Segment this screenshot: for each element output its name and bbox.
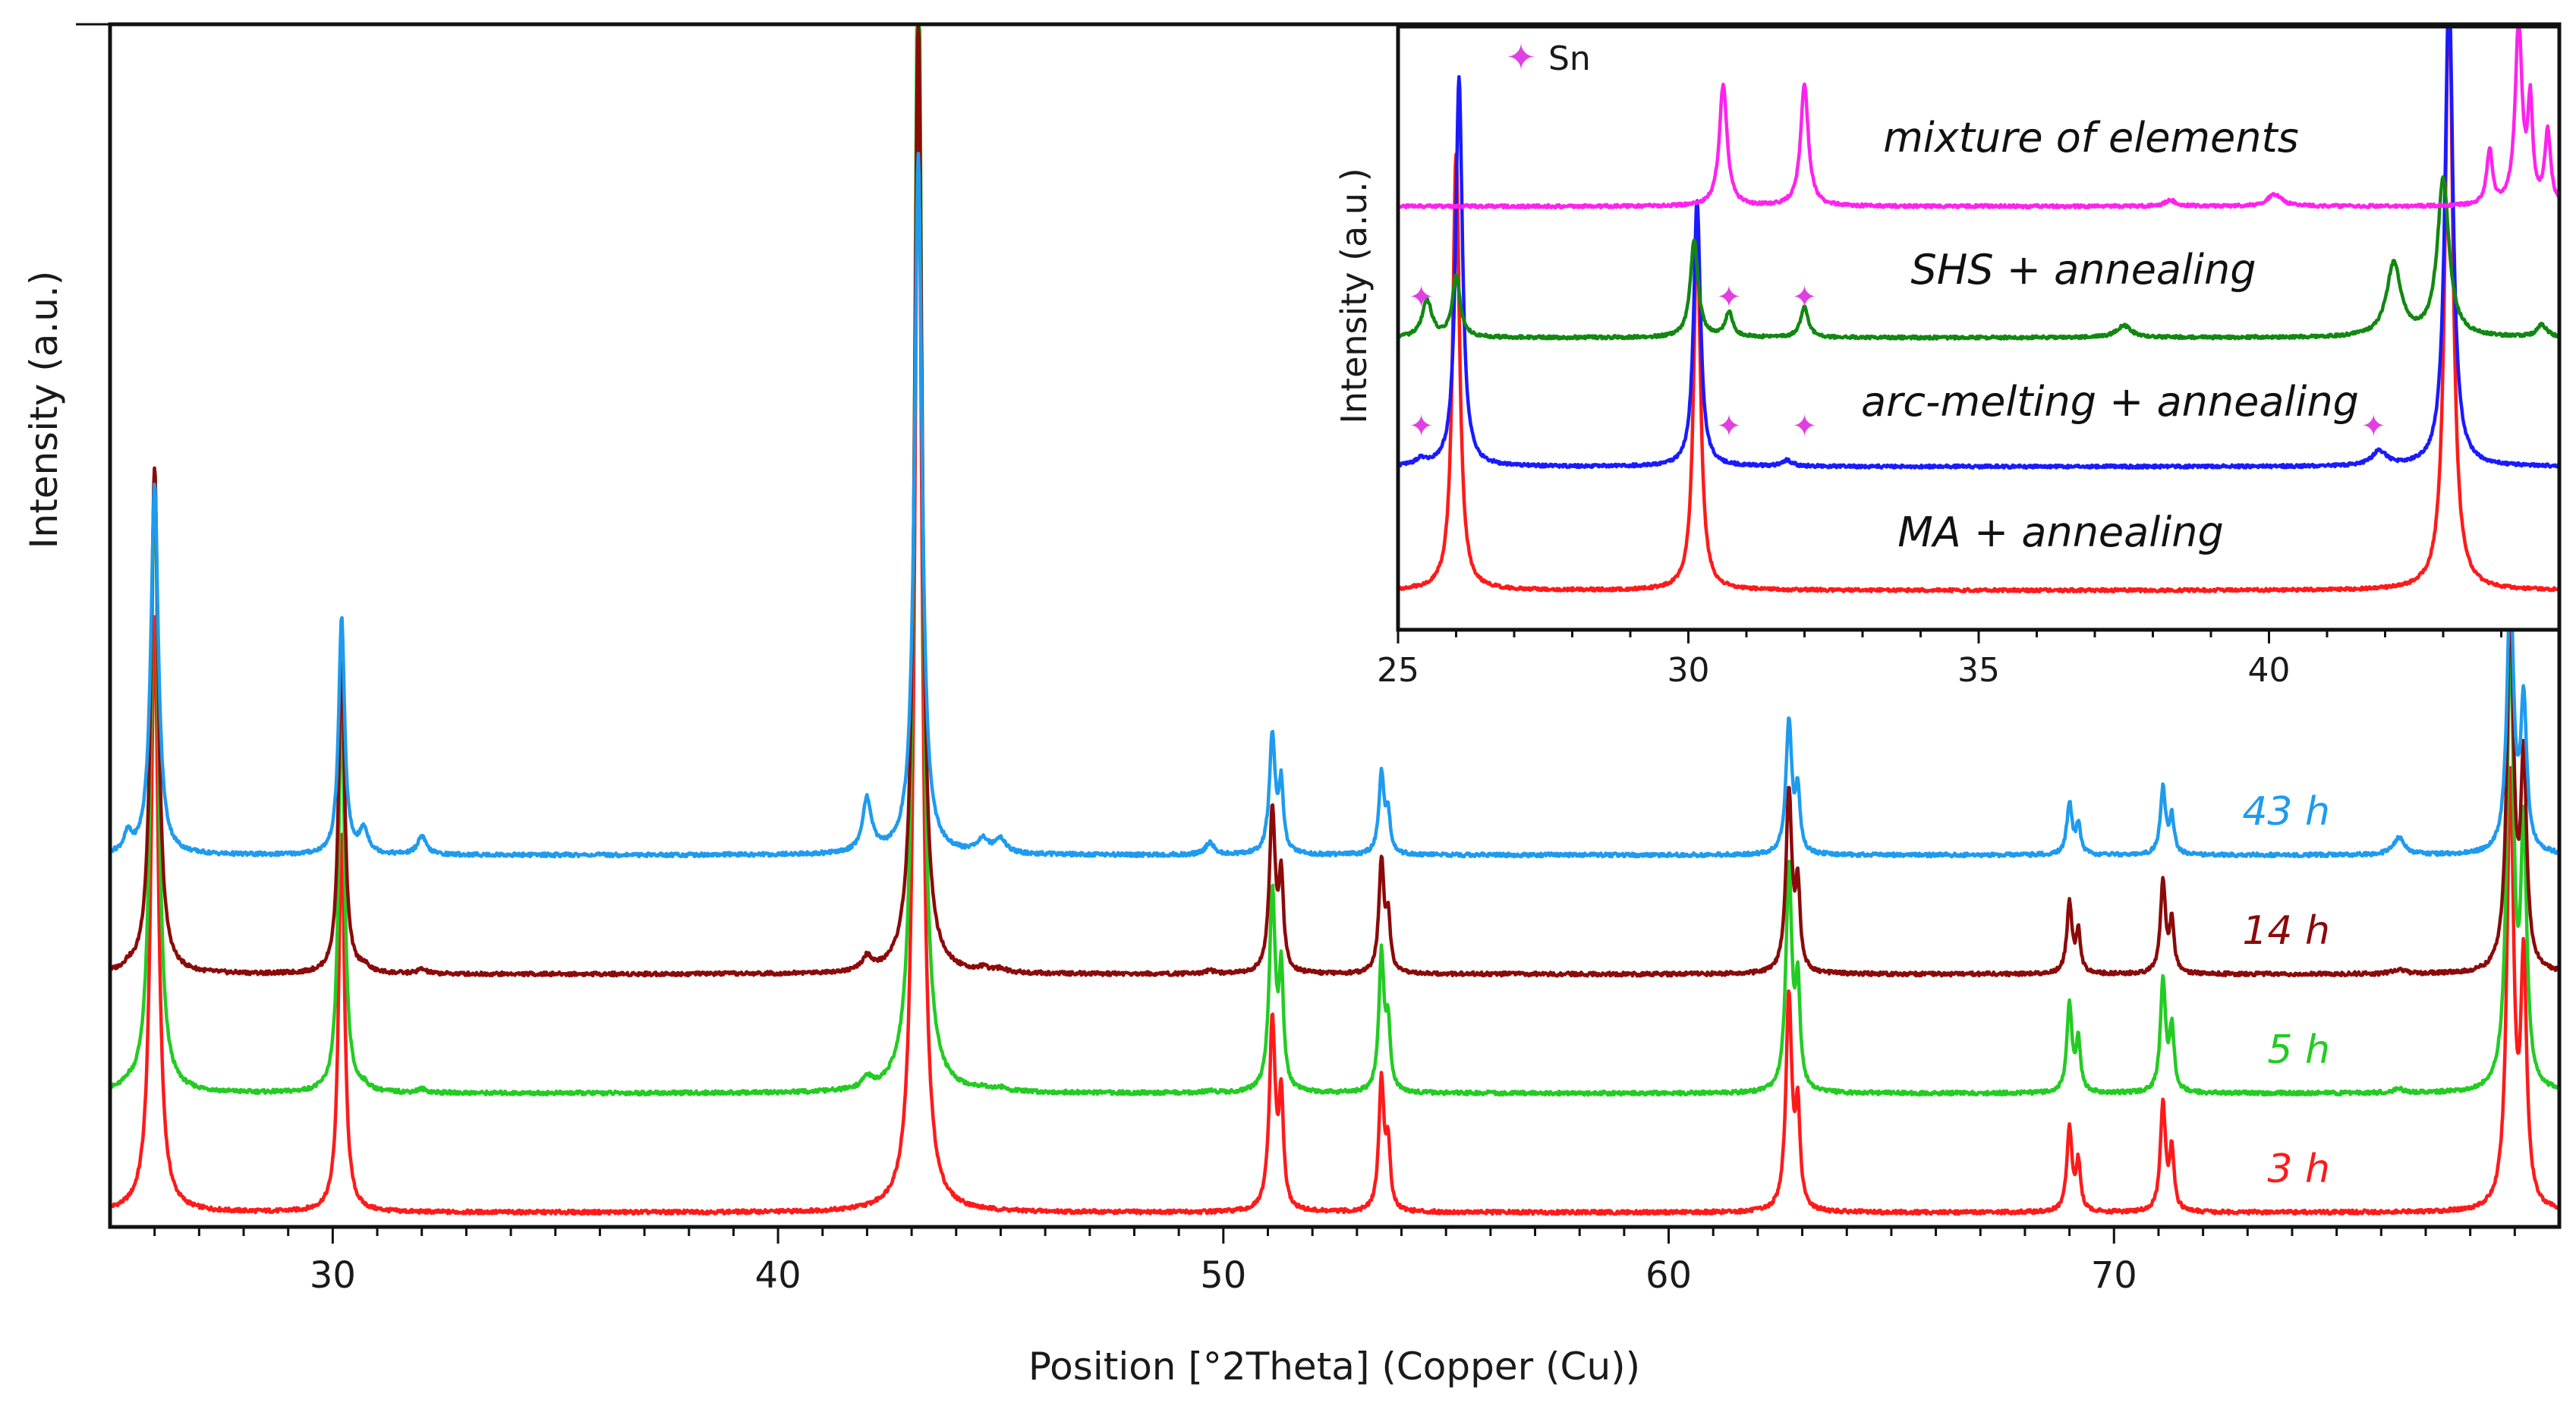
inset-x-tick-label-25: 25 bbox=[1377, 651, 1419, 690]
main-series-labels: 3 h 5 h 14 h 43 h bbox=[2242, 789, 2330, 1192]
inset-series-label-shs-annealing: SHS + annealing bbox=[1910, 246, 2256, 294]
inset-series-group bbox=[1396, 26, 2562, 594]
series-label-43h: 43 h bbox=[2242, 789, 2330, 835]
inset-x-tick-label-30: 30 bbox=[1667, 651, 1710, 690]
sn-marker: ✦ bbox=[1716, 280, 1742, 315]
x-tick-label-60: 60 bbox=[1645, 1254, 1692, 1297]
inset-plot: ✦ ✦ ✦ ✦ ✦ ✦ ✦ MA + annealing arc-melting + anne… bbox=[1334, 24, 2562, 690]
inset-sn-markers: ✦ ✦ ✦ ✦ ✦ ✦ ✦ bbox=[1409, 280, 2386, 444]
sn-marker: ✦ bbox=[1792, 409, 1818, 444]
series-line-3h bbox=[108, 80, 2562, 1216]
main-x-axis-label: Position [°2Theta] (Copper (Cu)) bbox=[1028, 1345, 1640, 1389]
inset-series-line-mixture-of-elements bbox=[1397, 26, 2561, 210]
inset-x-axis-ticks: 25 30 35 40 bbox=[1377, 630, 2561, 690]
sn-marker: ✦ bbox=[1409, 280, 1434, 315]
x-tick-label-70: 70 bbox=[2091, 1254, 2137, 1297]
x-tick-label-30: 30 bbox=[310, 1254, 356, 1297]
sn-marker: ✦ bbox=[1409, 409, 1434, 444]
inset-legend-marker: ✦ bbox=[1506, 36, 1536, 79]
inset-series-label-mixture-of-elements: mixture of elements bbox=[1883, 114, 2299, 162]
inset-x-tick-label-35: 35 bbox=[1957, 651, 2000, 690]
sn-marker: ✦ bbox=[2360, 409, 2386, 444]
inset-series-line-arc-melting-annealing bbox=[1397, 26, 2561, 470]
series-line-14h bbox=[109, 24, 2561, 978]
x-tick-label-40: 40 bbox=[755, 1254, 801, 1297]
inset-y-axis-label: Intensity (a.u.) bbox=[1334, 168, 1375, 423]
series-label-5h: 5 h bbox=[2267, 1027, 2330, 1073]
inset-series-label-ma-annealing: MA + annealing bbox=[1897, 508, 2223, 556]
inset-legend: ✦ Sn bbox=[1506, 36, 1591, 79]
inset-series-labels: MA + annealing arc-melting + annealing SHS… bbox=[1861, 114, 2359, 556]
inset-legend-label: Sn bbox=[1548, 39, 1591, 78]
inset-series-line-shs-annealing bbox=[1397, 175, 2562, 341]
x-tick-label-50: 50 bbox=[1200, 1254, 1246, 1297]
series-label-3h: 3 h bbox=[2267, 1147, 2330, 1192]
main-plot: 3 h 5 h 14 h 43 h 30 40 50 60 70 Position [°2Th… bbox=[22, 22, 2562, 1389]
main-x-axis-ticks: 30 40 50 60 70 bbox=[153, 1227, 2516, 1297]
sn-marker: ✦ bbox=[1716, 409, 1742, 444]
inset-x-tick-label-40: 40 bbox=[2248, 651, 2291, 690]
series-label-14h: 14 h bbox=[2242, 908, 2330, 954]
main-series-group bbox=[108, 24, 2562, 1216]
main-y-axis-label: Intensity (a.u.) bbox=[22, 271, 66, 549]
series-line-5h bbox=[109, 24, 2561, 1097]
series-line-43h bbox=[108, 151, 2561, 859]
inset-series-label-arc-melting-annealing: arc-melting + annealing bbox=[1861, 378, 2359, 426]
sn-marker: ✦ bbox=[1792, 280, 1818, 315]
inset-series-line-ma-annealing bbox=[1396, 26, 2562, 594]
